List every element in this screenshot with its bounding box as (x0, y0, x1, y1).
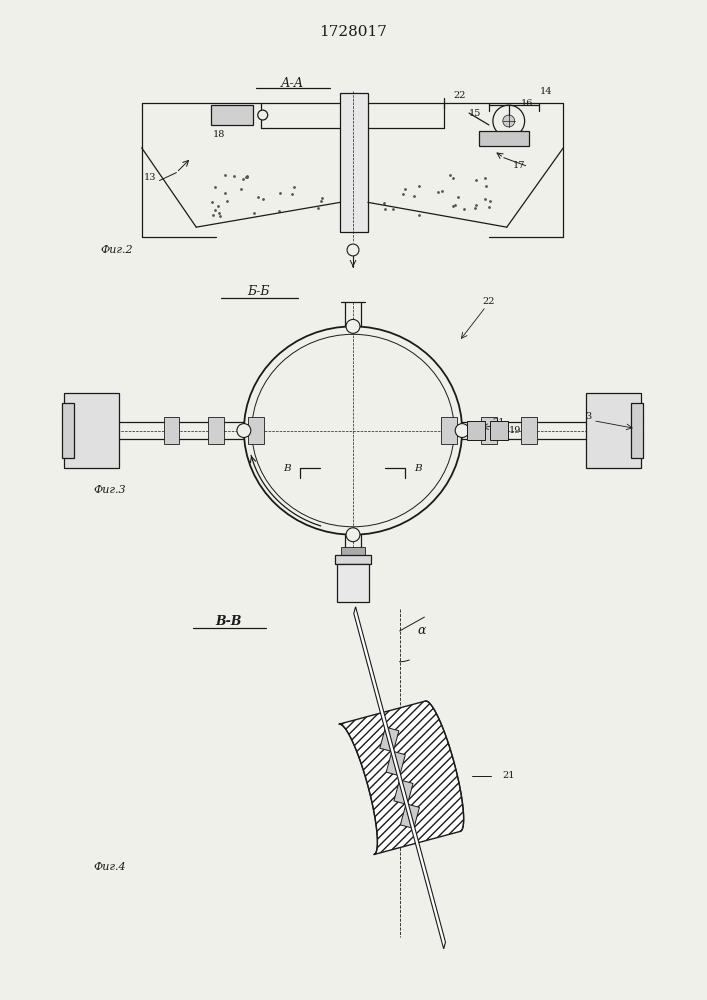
Bar (64, 393, 119, 468)
Bar (341, 547, 365, 555)
Text: 3: 3 (585, 412, 591, 421)
Text: 1728017: 1728017 (319, 25, 387, 39)
Text: Фиг.4: Фиг.4 (93, 862, 127, 872)
Bar (586, 393, 641, 468)
Bar (441, 417, 457, 444)
Bar (211, 105, 253, 125)
Text: Б-Б: Б-Б (247, 285, 270, 298)
Polygon shape (400, 804, 419, 828)
Text: 18: 18 (213, 130, 226, 139)
Circle shape (493, 105, 525, 137)
Polygon shape (354, 607, 445, 949)
Text: 22: 22 (453, 91, 465, 100)
Text: Фиг.2: Фиг.2 (100, 245, 133, 255)
Text: 13: 13 (144, 173, 156, 182)
Text: 14: 14 (540, 87, 553, 96)
Circle shape (258, 110, 268, 120)
Bar (520, 417, 537, 444)
Circle shape (237, 424, 251, 437)
Bar (481, 417, 497, 444)
Bar (479, 131, 529, 146)
Polygon shape (339, 701, 464, 855)
Circle shape (346, 528, 360, 542)
Bar (248, 417, 264, 444)
Circle shape (503, 115, 515, 127)
Bar (163, 417, 180, 444)
Text: 19: 19 (508, 426, 521, 435)
Text: α: α (417, 624, 426, 637)
Text: 15: 15 (469, 109, 481, 118)
Bar (335, 555, 371, 564)
Circle shape (455, 424, 469, 437)
Text: А-А: А-А (281, 77, 304, 90)
Text: В: В (283, 464, 291, 473)
Polygon shape (394, 780, 413, 805)
Bar (467, 421, 485, 440)
Bar (62, 403, 74, 458)
Text: 21: 21 (503, 771, 515, 780)
Text: В: В (414, 464, 421, 473)
Circle shape (347, 244, 359, 256)
Bar (337, 564, 369, 602)
Polygon shape (380, 727, 399, 752)
Bar (208, 417, 224, 444)
Bar (490, 421, 508, 440)
Text: 21: 21 (493, 418, 505, 427)
Text: 17: 17 (513, 161, 525, 170)
Text: Фиг.3: Фиг.3 (93, 485, 127, 495)
Polygon shape (386, 751, 405, 776)
Text: В-В: В-В (216, 615, 243, 628)
Bar (340, 93, 368, 232)
Circle shape (346, 319, 360, 333)
Bar (631, 403, 643, 458)
Text: 22: 22 (483, 297, 495, 306)
Text: 16: 16 (520, 99, 533, 108)
